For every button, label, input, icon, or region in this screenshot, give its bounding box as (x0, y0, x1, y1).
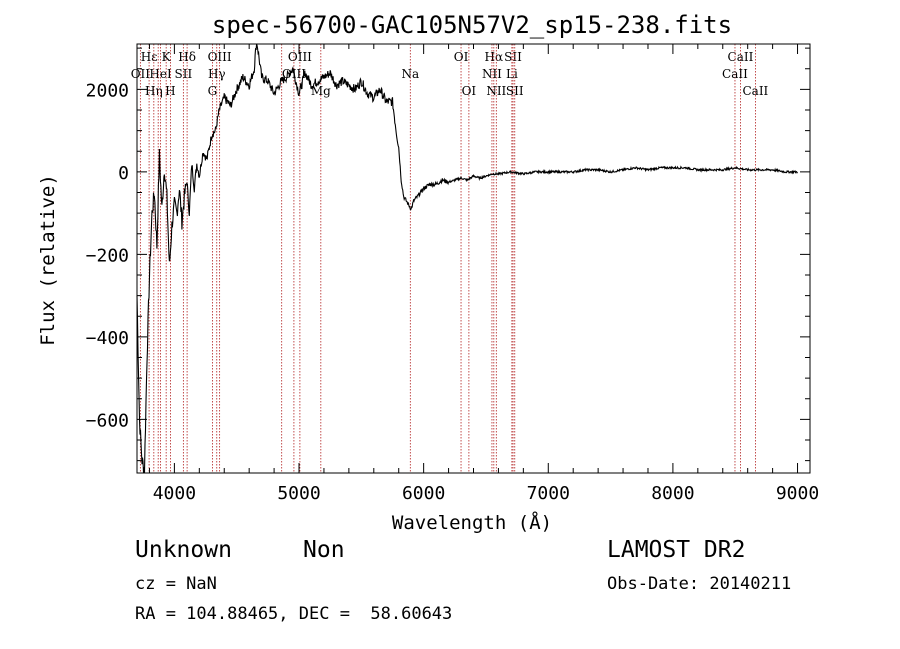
spectral-line-label: HeI (149, 67, 172, 81)
spectral-line-label: OIII (288, 50, 312, 64)
spectral-line-label: Hδ (178, 50, 196, 64)
y-tick-label: −200 (86, 245, 129, 266)
x-tick-label: 8000 (651, 483, 694, 504)
spectral-line-label: OIII (208, 50, 232, 64)
chart-title: spec-56700-GAC105N57V2_sp15-238.fits (212, 11, 732, 39)
spectrum-series-line (136, 43, 798, 474)
x-tick-label: 5000 (277, 483, 320, 504)
x-axis-label: Wavelength (Å) (392, 511, 552, 534)
spectral-line-label: Hγ (208, 67, 226, 81)
spectral-line-label: NII (486, 84, 506, 98)
spectral-line-label: NII (482, 67, 502, 81)
object-class: Unknown (135, 537, 232, 563)
x-tick-label: 4000 (153, 483, 196, 504)
spectral-line-label: K (162, 50, 172, 64)
y-tick-label: −400 (86, 328, 129, 349)
y-tick-label: 2000 (86, 80, 129, 101)
observation-date: Obs-Date: 20140211 (607, 574, 792, 594)
y-axis-ticks: −600 −400 −200 0 2000 (86, 47, 810, 462)
x-axis-ticks: 4000 5000 6000 7000 8000 9000 (148, 44, 819, 504)
x-tick-label: 7000 (527, 483, 570, 504)
survey-name: LAMOST DR2 (607, 537, 746, 563)
spectral-line-label: Hη (145, 84, 163, 98)
x-tick-label: 6000 (402, 483, 445, 504)
spectral-line-label: OII (131, 67, 151, 81)
object-subclass: Non (303, 537, 345, 563)
spectral-line-label: SII (504, 50, 522, 64)
spectral-line-label: Mg (311, 84, 331, 98)
sky-coordinates: RA = 104.88465, DEC = 58.60643 (135, 604, 453, 624)
spectral-line-label: Hε (141, 50, 158, 64)
y-tick-label: 0 (118, 163, 129, 184)
spectral-line-label: CaII (728, 50, 754, 64)
spectral-line-label: Na (401, 67, 419, 81)
plot-frame (136, 43, 811, 474)
y-tick-label: −600 (86, 410, 129, 431)
spectral-line-label: SII (506, 84, 524, 98)
spectral-line-label: Li (506, 67, 518, 81)
spectral-line-label: G (208, 84, 218, 98)
y-axis-label: Flux (relative) (37, 174, 59, 346)
spectral-line-label: CaII (742, 84, 768, 98)
spectral-line-label: OI (462, 84, 477, 98)
spectral-line-label: SII (175, 67, 193, 81)
redshift-cz: cz = NaN (135, 574, 217, 594)
spectral-line-label: H (165, 84, 175, 98)
x-tick-label: 9000 (776, 483, 819, 504)
spectral-line-label: CaII (722, 67, 748, 81)
spectral-line-label: Hα (485, 50, 504, 64)
spectral-line-label: OI (454, 50, 469, 64)
